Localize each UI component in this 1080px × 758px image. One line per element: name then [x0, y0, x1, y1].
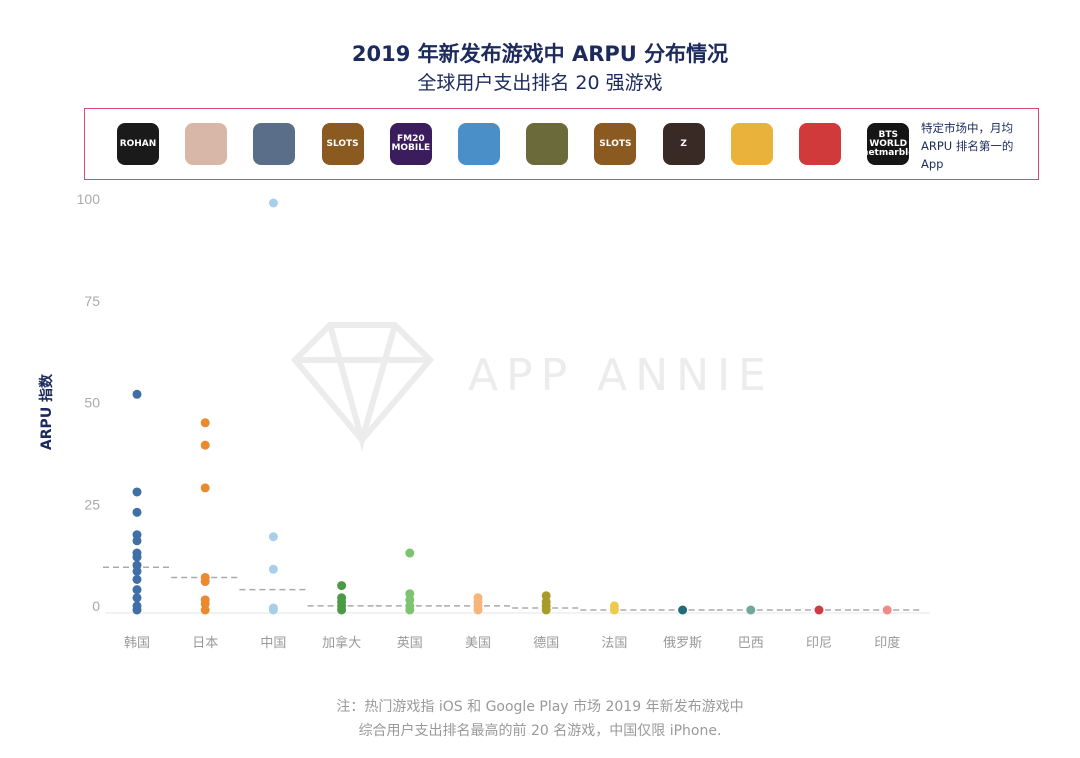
gold-coins-app-icon: [730, 123, 773, 165]
watermark: APP ANNIE: [468, 350, 774, 401]
data-point: [132, 507, 142, 517]
data-point: [337, 581, 347, 591]
data-point: [405, 605, 415, 615]
data-point: [132, 593, 142, 603]
warship-app-icon: [458, 123, 500, 165]
x-tick-label: 法国: [601, 636, 627, 651]
x-tick-label: 巴西: [738, 636, 764, 651]
x-tick-label: 美国: [465, 636, 491, 651]
z-game-app-icon: Z: [662, 123, 705, 165]
rohan-app-icon: ROHAN: [117, 123, 159, 165]
x-tick-label: 日本: [192, 636, 218, 651]
fm20-mobile-app-icon: FM20 MOBILE: [389, 123, 432, 165]
data-point: [746, 605, 756, 615]
y-tick-label: 25: [84, 496, 100, 512]
x-tick-label: 德国: [533, 636, 559, 651]
data-point: [405, 548, 415, 558]
footnote-line-2: 综合用户支出排名最高的前 20 名游戏，中国仅限 iPhone.: [358, 723, 722, 739]
data-point: [268, 564, 278, 574]
y-tick-label: 75: [84, 293, 100, 309]
data-point: [132, 552, 142, 562]
data-point: [609, 605, 619, 615]
x-tick-label: 印度: [874, 635, 900, 651]
data-point: [337, 605, 347, 615]
chart-subtitle: 全球用户支出排名 20 强游戏: [417, 72, 663, 94]
data-point: [200, 440, 210, 450]
x-tick-label: 英国: [397, 636, 423, 651]
data-point: [541, 605, 551, 615]
dragon-slots-app-icon: SLOTS: [321, 123, 364, 165]
data-point: [473, 605, 483, 615]
data-point: [882, 605, 892, 615]
x-tick-label: 印尼: [806, 636, 832, 651]
data-point: [132, 389, 142, 399]
white-tiger-app-icon: [253, 123, 296, 165]
data-point: [132, 574, 142, 584]
x-tick-label: 韩国: [124, 636, 150, 651]
y-tick-label: 100: [77, 191, 101, 207]
watermark-diamond-icon: [290, 322, 435, 452]
dragon-slots-2-app-icon: SLOTS: [594, 123, 637, 165]
x-tick-label: 加拿大: [322, 635, 361, 651]
y-tick-label: 50: [84, 395, 100, 411]
footnote-line-1: 注：热门游戏指 iOS 和 Google Play 市场 2019 年新发布游戏…: [336, 699, 744, 715]
data-point: [132, 605, 142, 615]
data-point: [268, 605, 278, 615]
data-point: [200, 483, 210, 493]
data-point: [132, 536, 142, 546]
data-point: [200, 418, 210, 428]
x-tick-label: 中国: [260, 636, 286, 651]
data-point: [678, 605, 688, 615]
data-point: [268, 532, 278, 542]
data-point: [200, 577, 210, 587]
anime-girl-app-icon: [185, 123, 228, 165]
hazard-app-icon: [526, 123, 569, 165]
data-point: [814, 605, 824, 615]
data-point: [132, 566, 142, 576]
data-point: [200, 605, 210, 615]
data-point: [132, 585, 142, 595]
data-point: [268, 198, 278, 208]
legend: 特定市场中，月均 ARPU 排名第一的 App ROHAN SLOTS FM20 M…: [84, 108, 1039, 180]
y-tick-label: 0: [92, 598, 100, 614]
bts-world-app-icon: BTS WORLD netmarble: [867, 123, 910, 165]
legend-text: 特定市场中，月均 ARPU 排名第一的 App: [921, 121, 1014, 171]
chart-title: 2019 年新发布游戏中 ARPU 分布情况: [351, 42, 729, 66]
red-dino-app-icon: [799, 123, 841, 165]
x-tick-label: 俄罗斯: [663, 636, 702, 651]
data-point: [132, 487, 142, 497]
